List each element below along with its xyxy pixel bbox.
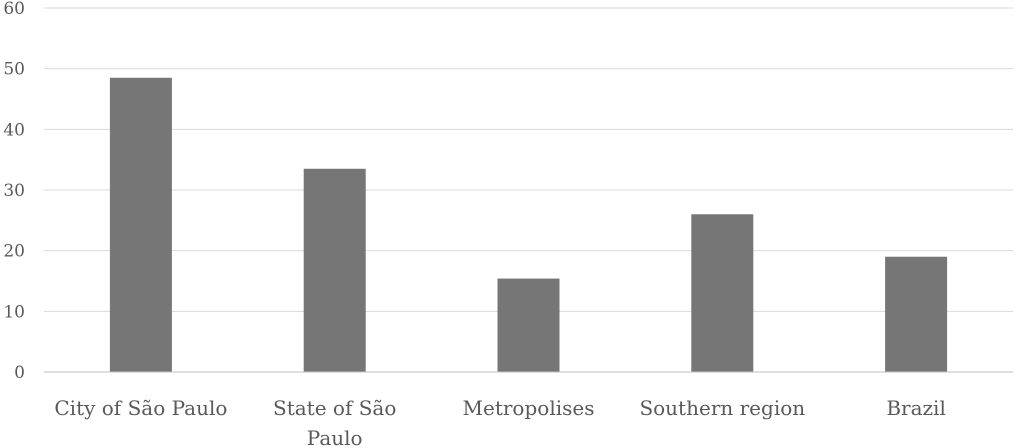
x-category-label: State of São: [273, 396, 396, 420]
x-category-label: Southern region: [639, 396, 805, 420]
x-category-label: Brazil: [886, 396, 946, 420]
y-tick-label: 50: [3, 60, 25, 80]
y-axis-ticks: 0 10 20 30 40 50 60: [3, 0, 25, 383]
y-tick-label: 30: [3, 181, 25, 201]
x-category-label: Paulo: [307, 426, 363, 448]
x-category-label: Metropolises: [463, 396, 595, 420]
y-tick-label: 60: [3, 0, 25, 19]
bar: [885, 256, 948, 372]
bar: [497, 278, 560, 372]
gridlines: [44, 7, 1013, 312]
y-tick-label: 0: [14, 363, 25, 383]
bar: [303, 168, 366, 372]
x-axis-labels: City of São Paulo State of São Paulo Metrop…: [54, 396, 945, 448]
y-tick-label: 40: [3, 120, 25, 140]
bar: [109, 77, 172, 373]
x-category-label: City of São Paulo: [54, 396, 227, 420]
y-tick-label: 10: [3, 302, 25, 322]
bar: [691, 214, 754, 372]
y-tick-label: 20: [3, 242, 25, 262]
bars: [109, 77, 948, 373]
